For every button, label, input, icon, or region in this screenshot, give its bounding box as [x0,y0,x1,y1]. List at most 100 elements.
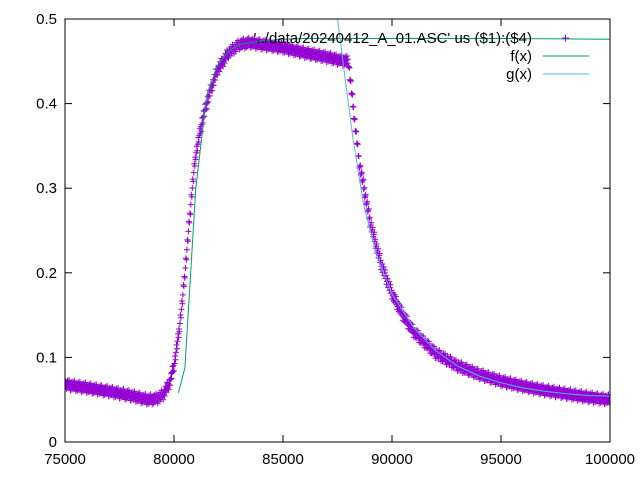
data-point [190,169,197,176]
data-point [357,162,364,169]
data-point [442,350,448,357]
data-point [167,376,174,383]
data-point [206,92,213,99]
data-point [176,328,183,335]
plot-area [65,19,610,408]
data-point [174,345,180,352]
data-point [184,238,191,245]
plot-frame [64,18,611,443]
data-point [372,236,379,243]
data-point [174,338,181,345]
data-point [361,184,368,191]
x-tick-label: 100000 [585,451,635,468]
data-point [204,99,211,106]
data-point [210,82,217,89]
data-point [180,283,187,290]
data-point [191,163,198,169]
data-point [176,320,183,327]
data-point [365,205,372,212]
series-line-fx [177,38,610,394]
data-point [179,291,186,298]
y-tick-label: 0.2 [36,265,57,282]
data-point [358,169,365,176]
data-point [368,219,375,226]
data-point [364,198,371,205]
data-point [447,353,454,360]
x-tick-label: 85000 [262,451,304,468]
legend-point-marker [562,34,569,42]
data-point [382,267,389,273]
data-point [198,128,205,135]
data-point [346,64,353,71]
data-point [200,114,207,121]
y-tick-label: 0.1 [36,349,57,366]
data-point [344,56,351,63]
legend-label: g(x) [506,66,532,83]
data-point [375,245,382,252]
data-point [172,356,179,363]
data-point [383,272,390,279]
x-tick-label: 90000 [371,451,413,468]
axis-layer: 75000 80000 85000 90000 95000 100000 0 0.1 0.2 0.… [36,11,635,468]
data-point [168,375,175,382]
data-point [373,241,380,247]
data-point [436,347,443,354]
y-tick-label: 0.3 [36,180,57,197]
data-point [607,401,610,408]
data-point [171,367,177,374]
data-point [351,116,358,123]
series-line-gx [337,19,610,397]
data-point [187,201,194,208]
data-point [452,356,459,363]
x-tick-label: 75000 [44,451,86,468]
data-point [212,77,219,83]
data-point [177,314,184,321]
data-point [350,104,357,110]
legend-label: f(x) [510,48,532,65]
data-point [192,156,199,163]
data-point [190,178,197,185]
data-point [347,78,354,85]
data-point [189,185,196,191]
data-point [171,360,178,367]
data-point [187,211,194,218]
data-point [343,53,350,59]
data-point [349,91,356,98]
data-point [353,128,360,135]
data-point [188,193,195,200]
data-point [181,274,188,281]
data-point [366,214,373,221]
data-point [179,300,186,307]
data-point [360,176,367,183]
data-point [371,229,378,236]
legend-label: '../data/20240412_A_01.ASC' us ($1):($4) [254,30,532,47]
legend: '../data/20240412_A_01.ASC' us ($1):($4)… [254,30,589,83]
x-tick-label: 80000 [153,451,195,468]
data-point [178,306,185,313]
y-tick-label: 0 [49,434,57,451]
x-tick-label: 95000 [480,451,522,468]
data-point [369,224,376,231]
data-point [185,228,192,235]
data-point [354,141,361,148]
y-tick-label: 0.4 [36,96,57,113]
data-point [186,219,193,226]
data-point [175,334,182,341]
data-point [414,327,421,334]
data-point [376,250,383,257]
data-point [355,153,362,160]
data-point [169,363,176,370]
data-point [182,265,189,271]
data-point [173,349,179,356]
data-points-series [65,34,610,408]
series-layer [65,19,610,408]
data-point [170,368,176,375]
data-point [183,246,190,253]
data-point [362,191,369,198]
data-point [167,382,173,389]
data-point [209,87,216,94]
y-tick-label: 0.5 [36,11,57,28]
data-point [194,147,201,154]
data-point [183,256,190,263]
